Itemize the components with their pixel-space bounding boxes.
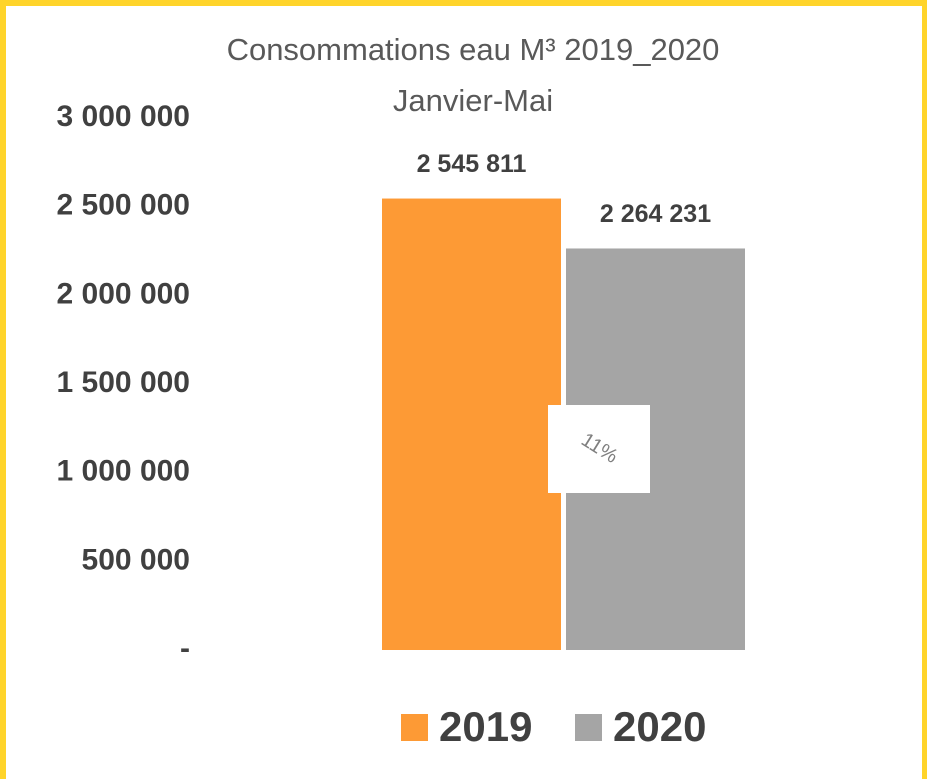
bar <box>382 198 561 650</box>
legend-label: 2020 <box>613 703 706 750</box>
y-tick-label: - <box>180 632 190 665</box>
y-tick-label: 3 000 000 <box>57 100 190 133</box>
y-tick-label: 1 500 000 <box>57 366 190 399</box>
legend-swatch <box>575 714 602 741</box>
frame-left <box>0 0 6 779</box>
legend-label: 2019 <box>439 703 532 750</box>
frame-top <box>0 0 927 6</box>
chart-subtitle: Janvier-Mai <box>393 83 553 118</box>
legend: 2019 2020 <box>401 703 706 750</box>
y-tick-label: 2 000 000 <box>57 277 190 310</box>
annotation-box <box>548 405 650 493</box>
legend-swatch <box>401 714 428 741</box>
y-tick-label: 500 000 <box>82 543 190 576</box>
frame-right <box>922 0 927 779</box>
y-tick-label: 2 500 000 <box>57 189 190 222</box>
data-label: 2 545 811 <box>417 150 527 178</box>
chart-title: Consommations eau M³ 2019_2020 <box>227 32 720 67</box>
data-label: 2 264 231 <box>600 200 711 228</box>
y-tick-label: 1 000 000 <box>57 455 190 488</box>
